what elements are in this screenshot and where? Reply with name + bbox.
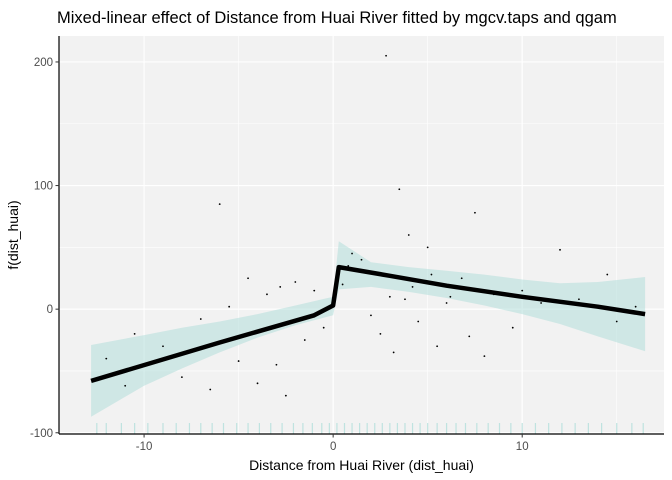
fit-line-layer [90, 264, 646, 384]
scatter-point [460, 277, 463, 280]
scatter-point [322, 326, 325, 329]
scatter-point [199, 318, 202, 320]
scatter-point [247, 277, 249, 280]
scatter-point [449, 295, 452, 298]
axes [58, 36, 664, 435]
scatter-point [370, 314, 372, 317]
scatter-point [474, 211, 476, 214]
x-tick-label: 10 [516, 441, 529, 453]
chart-title: Mixed-linear effect of Distance from Hua… [57, 9, 617, 27]
scatter-point [218, 203, 221, 205]
scatter-point [634, 305, 637, 308]
scatter-point [347, 265, 350, 267]
scatter-point [430, 273, 433, 276]
scatter-point [417, 320, 420, 323]
x-tick-label: 0 [330, 441, 336, 453]
scatter-point [284, 394, 287, 397]
scatter-point [275, 363, 278, 366]
scatter-point [521, 289, 524, 292]
scatter-point [105, 357, 108, 360]
confidence-ribbon-layer [91, 241, 646, 417]
scatter-point [615, 320, 618, 323]
scatter-point [398, 188, 401, 191]
scatter-point [351, 252, 353, 255]
y-tick-label: -100 [30, 428, 53, 440]
scatter-point [407, 234, 410, 236]
scatter-point [209, 388, 212, 391]
scatter-point [578, 298, 580, 301]
minor-gridlines [59, 36, 664, 434]
scatter-point [436, 345, 439, 348]
scatter-point [237, 360, 240, 362]
scatter-point [228, 305, 231, 308]
scatter-point [162, 345, 164, 348]
scatter-point [468, 335, 471, 338]
x-tick-label: -10 [136, 441, 153, 453]
scatter-point [540, 302, 543, 304]
scatter-point [256, 382, 259, 385]
scatter-point [180, 376, 183, 379]
scatter-point [388, 295, 391, 298]
fit-line [90, 264, 646, 384]
y-axis-title: f(dist_huai) [5, 200, 21, 269]
scatter-point [606, 273, 609, 276]
scatter-point [379, 332, 382, 335]
confidence-ribbon [91, 241, 646, 417]
scatter-point [294, 281, 297, 283]
y-tick-label: 200 [34, 57, 53, 69]
scatter-point [385, 54, 387, 57]
scatter-point [559, 248, 561, 251]
scatter-point [411, 286, 414, 288]
scatter-point [341, 283, 344, 286]
scatter-point [133, 332, 136, 335]
rug-layer [96, 423, 644, 434]
scatter-point [303, 339, 306, 341]
y-tick-label: 0 [47, 304, 53, 316]
scatter-point [124, 384, 127, 387]
scatter-point [426, 246, 429, 249]
scatter-point [279, 286, 282, 288]
scatter-point [483, 355, 486, 358]
scatter-point [445, 302, 448, 304]
scatter-point [392, 351, 395, 354]
scatter-point [404, 298, 406, 301]
y-tick-label: 100 [34, 181, 53, 193]
scatter-point [360, 258, 363, 261]
scatter-point [511, 326, 514, 329]
scatter-point [266, 293, 268, 296]
scatter-point [313, 289, 316, 292]
x-axis-title: Distance from Huai River (dist_huai) [249, 457, 474, 473]
